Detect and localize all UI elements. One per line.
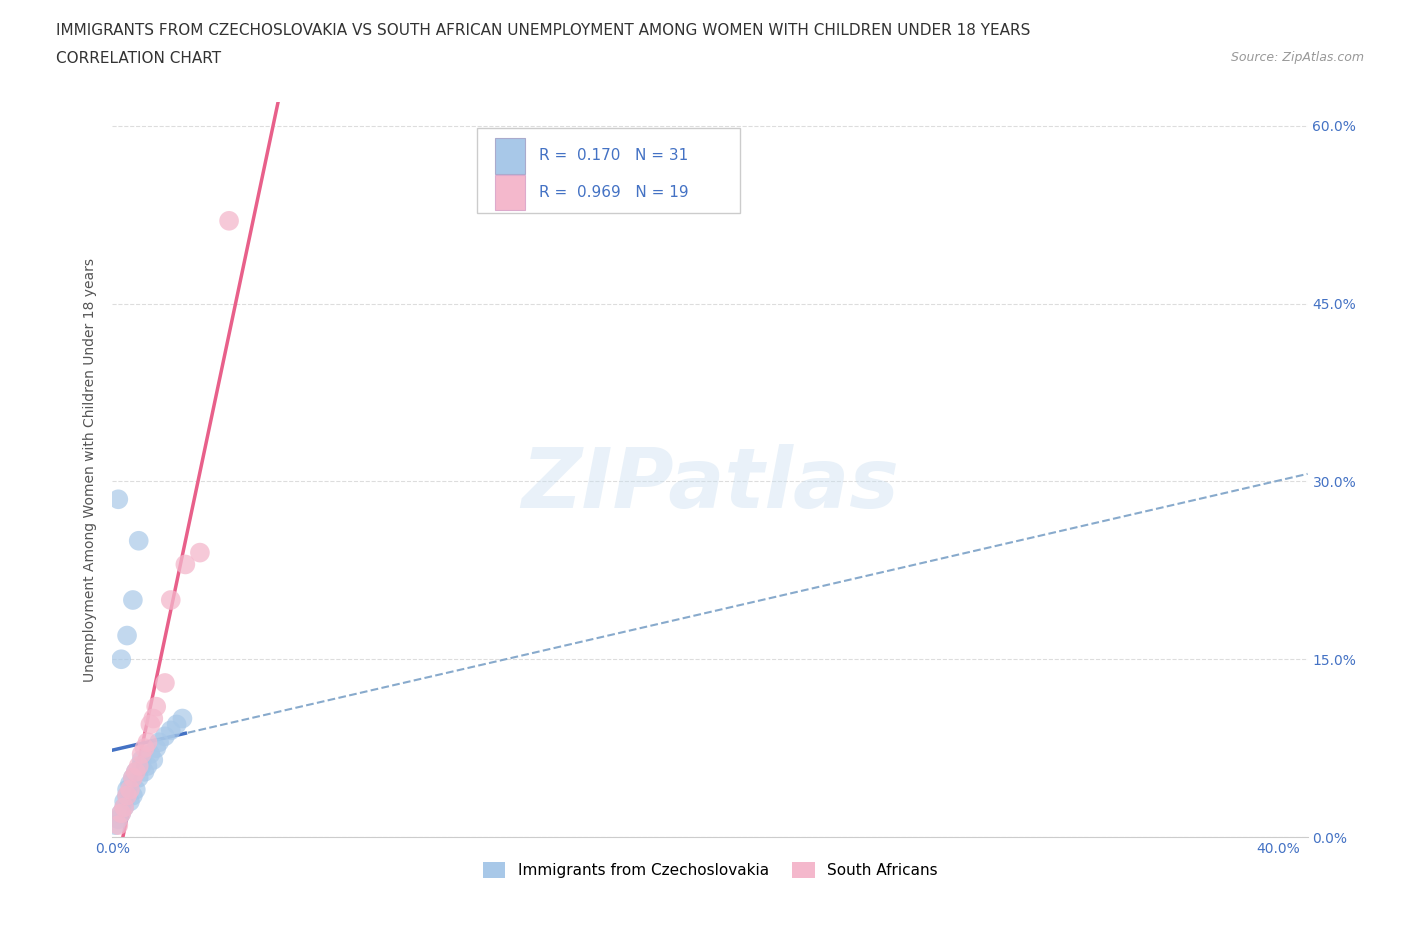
Legend: Immigrants from Czechoslovakia, South Africans: Immigrants from Czechoslovakia, South Af… [477, 857, 943, 884]
Point [172, 711, 194, 726]
Y-axis label: Unemployment Among Women with Children Under 18 years: Unemployment Among Women with Children U… [83, 258, 97, 682]
Point [118, 782, 141, 797]
Point [145, 699, 167, 714]
Point [107, 492, 129, 507]
Text: ZIPatlas: ZIPatlas [522, 444, 898, 525]
Point [131, 752, 153, 767]
Point [142, 711, 165, 726]
Text: R =  0.969   N = 19: R = 0.969 N = 19 [538, 185, 689, 200]
Point [128, 533, 150, 548]
Point [110, 806, 132, 821]
Point [112, 800, 135, 815]
Point [107, 812, 129, 827]
Text: Source: ZipAtlas.com: Source: ZipAtlas.com [1230, 51, 1364, 64]
Text: CORRELATION CHART: CORRELATION CHART [56, 51, 221, 66]
Point [128, 759, 150, 774]
Point [188, 545, 211, 560]
Point [110, 806, 132, 821]
Point [148, 735, 170, 750]
Point [142, 752, 165, 767]
Point [125, 764, 148, 779]
Point [153, 675, 176, 690]
Point [115, 628, 138, 643]
Point [139, 717, 162, 732]
Point [134, 764, 156, 779]
Point [118, 777, 141, 791]
Point [115, 788, 138, 803]
Point [218, 213, 240, 228]
Point [139, 747, 162, 762]
Point [118, 794, 141, 809]
Text: R =  0.170   N = 31: R = 0.170 N = 31 [538, 149, 689, 164]
Point [104, 817, 127, 832]
Point [122, 788, 145, 803]
Point [131, 747, 153, 762]
Point [122, 592, 145, 607]
Point [125, 764, 148, 779]
Point [153, 729, 176, 744]
FancyBboxPatch shape [477, 128, 740, 213]
Point [128, 770, 150, 785]
Point [125, 782, 148, 797]
Point [107, 817, 129, 832]
FancyBboxPatch shape [495, 175, 524, 210]
Point [159, 592, 181, 607]
Point [115, 782, 138, 797]
Point [112, 794, 135, 809]
Point [122, 770, 145, 785]
Point [112, 800, 135, 815]
Point [110, 652, 132, 667]
Point [136, 735, 159, 750]
Point [131, 759, 153, 774]
Point [166, 717, 188, 732]
Point [159, 723, 181, 737]
Point [134, 740, 156, 755]
Point [174, 557, 197, 572]
Point [145, 740, 167, 755]
Point [115, 788, 138, 803]
FancyBboxPatch shape [495, 139, 524, 174]
Text: IMMIGRANTS FROM CZECHOSLOVAKIA VS SOUTH AFRICAN UNEMPLOYMENT AMONG WOMEN WITH CH: IMMIGRANTS FROM CZECHOSLOVAKIA VS SOUTH … [56, 23, 1031, 38]
Point [136, 759, 159, 774]
Point [122, 770, 145, 785]
